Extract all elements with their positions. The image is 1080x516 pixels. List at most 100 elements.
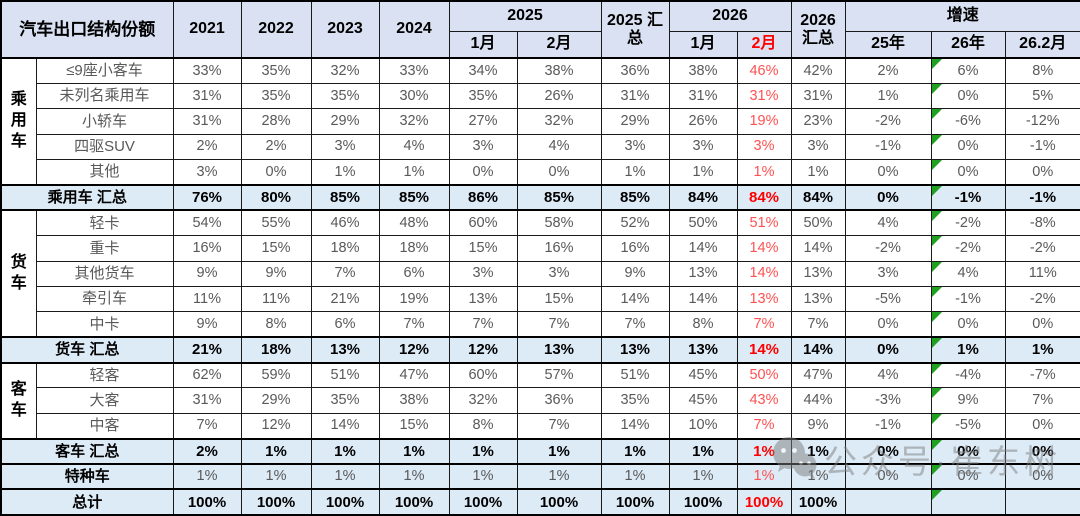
col-header-2021: 2021 [172, 0, 242, 59]
table-row: 中客 7% 12% 14% 15% 8% 7% 14% 10% 7% 9% -1% -5% 0% [1, 412, 1080, 440]
value-cell: 100% [668, 488, 738, 516]
value-cell: 0% [1004, 158, 1080, 186]
value-cell: 12% [448, 336, 518, 364]
value-cell: 8% [1004, 57, 1080, 84]
row-label: 轻卡 [35, 209, 174, 237]
value-cell: 21% [172, 336, 242, 364]
value-cell: 0% [844, 437, 932, 466]
flag-triangle-icon [932, 160, 942, 170]
value-cell: 38% [516, 57, 602, 84]
col-header-growth-26: 26年 [930, 30, 1006, 59]
row-label: 总计 [0, 488, 174, 516]
col-group-growth: 增速 [844, 0, 1080, 32]
value-cell: 1% [736, 437, 792, 466]
value-cell: 13% [516, 336, 602, 364]
flag-triangle-icon [932, 186, 942, 196]
value-cell [1004, 488, 1080, 516]
value-cell: 13% [668, 336, 738, 364]
value-cell: 34% [448, 57, 518, 84]
table-row: 大客 31% 29% 35% 38% 32% 36% 35% 45% 43% 44% -3% 9% 7% [1, 387, 1080, 414]
value-cell: 3% [600, 133, 670, 161]
row-label: 小轿车 [35, 108, 174, 135]
value-cell: 60% [448, 361, 518, 389]
value-cell: 1% [790, 158, 846, 186]
table-row: 未列名乘用车 31% 35% 35% 30% 35% 26% 31% 31% 31% 31% 1% 0%… [1, 82, 1080, 110]
value-cell: 51% [310, 361, 380, 389]
value-cell: 4% [844, 209, 932, 237]
value-cell: 30% [378, 82, 450, 110]
value-cell: 14% [310, 412, 380, 440]
value-cell: 10% [668, 412, 738, 440]
group-label: 客 车 [0, 361, 37, 440]
value-cell: 13% [448, 285, 518, 313]
value-cell: 1% [600, 462, 670, 491]
value-cell: 2% [844, 57, 932, 84]
value-cell: 14% [736, 260, 792, 287]
table-row: 货 车轻卡 54% 55% 46% 48% 60% 58% 52% 50% 51% 50% 4% -2%… [0, 209, 1080, 338]
value-cell: 0% [516, 158, 602, 186]
value-cell: 29% [240, 387, 312, 414]
value-cell: 16% [600, 235, 670, 262]
value-cell: 14% [600, 412, 670, 440]
value-cell: 6% [310, 311, 380, 338]
value-cell: 1% [448, 462, 518, 491]
value-cell: 15% [240, 235, 312, 262]
value-cell: 47% [378, 361, 450, 389]
value-cell: 33% [378, 57, 450, 84]
value-cell: 9% [790, 412, 846, 440]
value-cell: 84% [736, 183, 792, 212]
value-cell: 1% [600, 437, 670, 466]
table-header: 汽车出口结构份额 2021 2022 2023 2024 2025 2025 汇… [0, 0, 1080, 59]
value-cell: 1% [310, 462, 380, 491]
flag-triangle-icon [932, 211, 942, 222]
table-row: 重卡 16% 15% 18% 18% 15% 16% 16% 14% 14% 14% -2% -2% -2… [1, 235, 1080, 262]
flag-triangle-icon [932, 84, 942, 94]
value-cell: 0% [1004, 311, 1080, 338]
value-cell: 84% [790, 183, 846, 212]
table-row: 小轿车 31% 28% 29% 32% 27% 32% 29% 26% 19% 23% -2% -6% -… [1, 108, 1080, 135]
value-cell: 100% [790, 488, 846, 516]
value-cell: 9% [172, 260, 242, 287]
value-cell: 4% [378, 133, 450, 161]
value-cell: 7% [516, 311, 602, 338]
flag-triangle-icon [932, 440, 942, 450]
value-cell: 0% [930, 462, 1006, 491]
col-header-2026-jan: 1月 [668, 30, 738, 59]
flag-triangle-icon [932, 109, 942, 120]
value-cell: 42% [790, 57, 846, 84]
value-cell: 58% [516, 209, 602, 237]
value-cell: -2% [930, 235, 1006, 262]
table-row: 货车 汇总 21% 18% 13% 12% 12% 13% 13% 13% 14% 14% 0% 1% 1… [0, 336, 1080, 364]
value-cell: 38% [668, 57, 738, 84]
value-cell: 9% [172, 311, 242, 338]
value-cell: 13% [790, 285, 846, 313]
value-cell: 1% [516, 437, 602, 466]
value-cell: 1% [790, 462, 846, 491]
value-cell: 7% [790, 311, 846, 338]
value-cell: 7% [448, 311, 518, 338]
value-cell: 11% [172, 285, 242, 313]
row-label: 大客 [35, 387, 174, 414]
row-label: 四驱SUV [35, 133, 174, 161]
value-cell: 35% [310, 82, 380, 110]
col-header-2023: 2023 [310, 0, 380, 59]
row-label: 其他 [35, 158, 174, 186]
value-cell: 85% [600, 183, 670, 212]
value-cell: 45% [668, 387, 738, 414]
value-cell: 1% [930, 336, 1006, 364]
flag-triangle-icon [932, 262, 942, 272]
value-cell: 1% [736, 462, 792, 491]
value-cell: 14% [668, 235, 738, 262]
value-cell: 44% [790, 387, 846, 414]
flag-triangle-icon [932, 466, 942, 475]
value-cell: 11% [240, 285, 312, 313]
value-cell: 29% [600, 108, 670, 135]
value-cell: 3% [668, 133, 738, 161]
value-cell: -1% [930, 183, 1006, 212]
value-cell: 1% [448, 437, 518, 466]
value-cell: 14% [600, 285, 670, 313]
value-cell: 15% [448, 235, 518, 262]
flag-triangle-icon [932, 491, 942, 501]
value-cell: 85% [310, 183, 380, 212]
